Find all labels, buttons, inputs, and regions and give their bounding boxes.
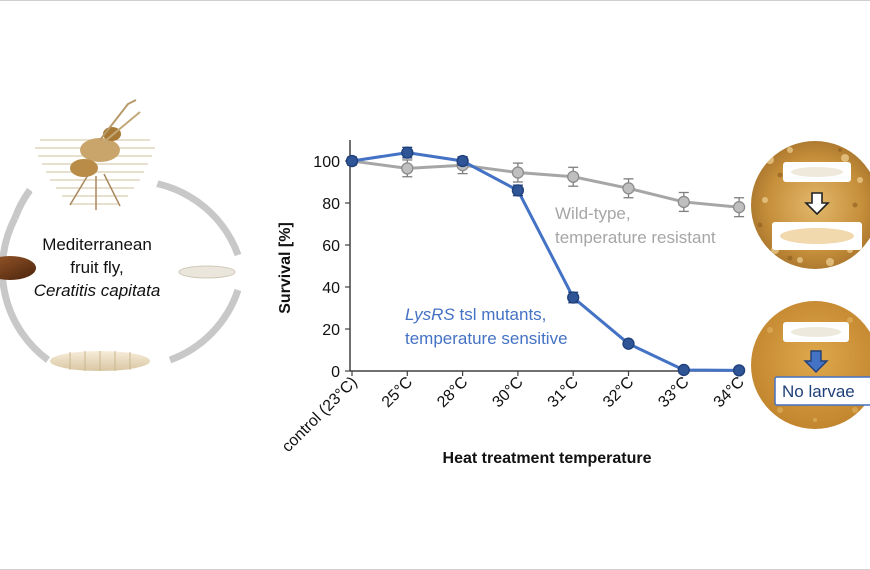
wildtype-legend-line2: temperature resistant (555, 228, 716, 247)
no-larvae-label: No larvae (782, 382, 855, 401)
species-latin-name: Ceratitis capitata (34, 281, 161, 300)
mutant-result-panel: No larvae (751, 301, 870, 429)
wildtype-data-point (732, 201, 746, 214)
wildtype-legend-line1: Wild-type, (555, 204, 631, 223)
mutant-legend-rest: tsl mutants, (455, 305, 547, 324)
wildtype-result-panel (751, 141, 870, 269)
mutant-data-point (677, 363, 690, 377)
x-tick-label: 31°C (545, 374, 582, 411)
pupa-image (0, 256, 36, 280)
y-tick-label: 20 (322, 322, 340, 339)
y-tick-label: 60 (322, 238, 340, 255)
mutant-data-point (511, 184, 525, 197)
mutant-data-point (567, 291, 580, 304)
egg-image (178, 265, 236, 279)
mutant-gene-name: LysRS (405, 305, 455, 324)
x-tick-label: 33°C (655, 374, 692, 411)
wildtype-series-line (351, 159, 740, 209)
lifecycle-cycle-arc-lower (168, 288, 242, 364)
frame-top-border (0, 0, 870, 1)
series-layer (345, 146, 746, 377)
y-tick-label: 40 (322, 280, 340, 297)
mutant-data-point (456, 154, 469, 168)
larva-image (50, 351, 150, 371)
mutant-data-point (732, 364, 746, 377)
mutant-series-line (351, 151, 740, 372)
lifecycle-cycle-arc-topleft (11, 187, 33, 220)
mutant-legend-line1: LysRS tsl mutants, (405, 305, 546, 324)
wildtype-data-point (401, 162, 414, 175)
x-tick-label: 28°C (434, 374, 471, 411)
x-tick-label: 25°C (379, 374, 416, 411)
x-tick-label: 30°C (489, 374, 526, 411)
y-tick-label: 0 (331, 364, 340, 381)
wildtype-data-point (677, 195, 690, 209)
x-tick-label: control (23°C) (279, 374, 361, 456)
no-larvae-box (774, 376, 870, 406)
y-axis-ticks: 0 20 40 60 80 100 (313, 154, 350, 381)
mutant-data-point (345, 154, 359, 168)
species-common-name-line2: fruit fly, (70, 258, 124, 277)
wildtype-data-point (622, 182, 635, 195)
x-tick-label: 34°C (711, 374, 748, 411)
y-tick-label: 80 (322, 196, 340, 213)
x-tick-label: 32°C (600, 374, 637, 411)
wildtype-data-point (511, 166, 525, 179)
survival-chart: 0 20 40 60 80 100 control (23°C) 25°C 28°C 30°C 3… (277, 140, 748, 467)
mutant-legend-line2: temperature sensitive (405, 329, 568, 348)
mutant-data-point (622, 337, 635, 350)
x-axis-ticks: control (23°C) 25°C 28°C 30°C 31°C 32°C 33°C 34… (279, 371, 748, 456)
species-common-name-line1: Mediterranean (42, 235, 152, 254)
lifecycle-illustration: Mediterranean fruit fly, Ceratitis capit… (0, 94, 242, 371)
y-tick-label: 100 (313, 154, 340, 171)
wildtype-series (345, 154, 746, 218)
x-axis-label: Heat treatment temperature (443, 450, 652, 467)
wildtype-data-point (567, 170, 580, 183)
adult-fly-image (25, 94, 161, 230)
y-axis-label: Survival [%] (277, 222, 294, 314)
lifecycle-cycle-arc-left (0, 216, 51, 363)
mutant-data-point (401, 146, 414, 159)
mutant-down-arrow-icon (803, 350, 829, 373)
wildtype-down-arrow-icon (804, 192, 830, 216)
mutant-series (345, 146, 746, 377)
